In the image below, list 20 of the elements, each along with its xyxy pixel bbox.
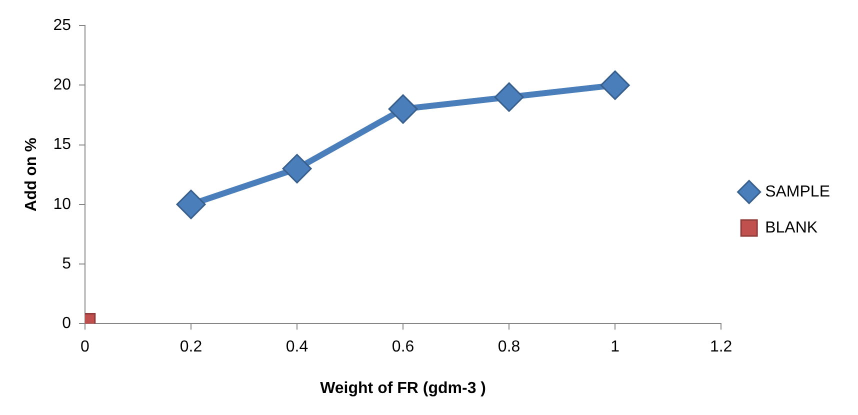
x-tick-label: 1 bbox=[610, 338, 620, 356]
y-tick-label: 15 bbox=[53, 136, 72, 154]
x-axis-title: Weight of FR (gdm-3 ) bbox=[320, 380, 486, 397]
y-axis-title: Add on % bbox=[23, 138, 40, 212]
legend-label: BLANK bbox=[765, 219, 818, 236]
y-tick-label: 0 bbox=[62, 315, 72, 332]
x-tick-label: 1.2 bbox=[710, 338, 732, 356]
x-tick-label: 0.8 bbox=[498, 338, 520, 356]
y-tick-label: 25 bbox=[53, 17, 72, 34]
point bbox=[494, 82, 524, 112]
y-tick-label: 20 bbox=[53, 76, 72, 94]
x-tick-label: 0.4 bbox=[286, 338, 308, 356]
x-tick-label: 0.2 bbox=[180, 338, 202, 356]
y-tick-label: 5 bbox=[62, 255, 72, 272]
legend-label: SAMPLE bbox=[765, 183, 830, 200]
y-tick-label: 10 bbox=[53, 196, 72, 213]
point bbox=[600, 70, 630, 100]
x-tick-label: 0.6 bbox=[392, 338, 414, 356]
x-tick-label: 0 bbox=[80, 338, 90, 356]
point bbox=[388, 94, 418, 124]
